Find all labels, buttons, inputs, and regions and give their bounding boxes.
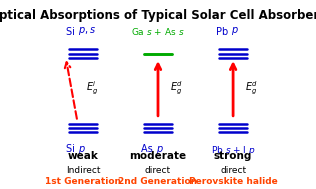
Text: $p$: $p$: [156, 144, 164, 156]
Text: Pb $s$ + I $p$: Pb $s$ + I $p$: [211, 144, 255, 157]
Text: strong: strong: [214, 151, 252, 161]
Text: moderate: moderate: [130, 151, 186, 161]
Text: Optical Absorptions of Typical Solar Cell Absorbers: Optical Absorptions of Typical Solar Cel…: [0, 9, 316, 22]
Text: $E^d_g$: $E^d_g$: [245, 79, 258, 97]
Text: Indirect: Indirect: [66, 166, 100, 175]
Text: direct: direct: [220, 166, 246, 175]
Text: $E^d_g$: $E^d_g$: [170, 79, 183, 97]
Text: $p$: $p$: [231, 25, 239, 37]
Text: $p,s$: $p,s$: [78, 25, 97, 37]
Text: Perovskite halide: Perovskite halide: [189, 177, 277, 186]
Text: Si: Si: [66, 144, 78, 154]
Text: As: As: [141, 144, 156, 154]
Text: weak: weak: [67, 151, 98, 161]
Text: 1st Generation: 1st Generation: [45, 177, 121, 186]
Text: Pb: Pb: [216, 27, 231, 37]
Text: Ga $s$ + As $s$: Ga $s$ + As $s$: [131, 26, 185, 37]
Text: direct: direct: [145, 166, 171, 175]
Text: Si: Si: [66, 27, 78, 37]
Text: 2nd Generation: 2nd Generation: [118, 177, 198, 186]
Text: $p$: $p$: [78, 144, 86, 156]
Text: $E^i_g$: $E^i_g$: [86, 79, 98, 97]
